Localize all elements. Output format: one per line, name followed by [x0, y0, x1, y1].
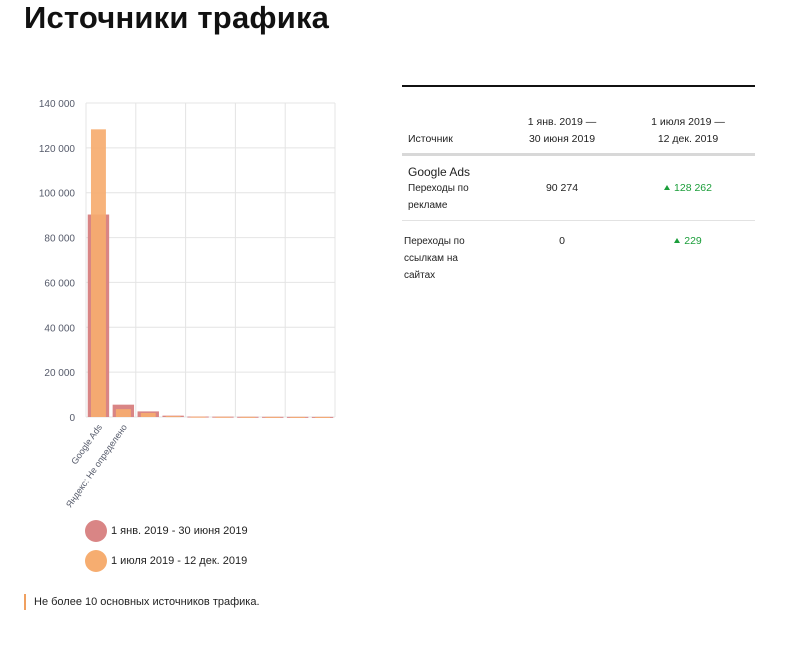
row-value-period-2-text: 229	[684, 235, 702, 247]
bar-series-2	[190, 416, 206, 418]
row-metric-label-line-1: Переходы по	[408, 183, 469, 194]
table-header: Источник 1 янв. 2019 — 30 июня 2019 1 ию…	[402, 87, 755, 156]
legend-swatch-period-1	[85, 520, 107, 542]
row-value-period-2: 229	[638, 235, 738, 247]
y-tick-label: 20 000	[44, 368, 75, 379]
table-row: Переходы по ссылкам на сайтах 0 229	[402, 221, 755, 281]
row-value-period-1: 0	[559, 235, 565, 247]
legend-label-period-2: 1 июля 2019 - 12 дек. 2019	[111, 555, 248, 567]
row-metric-label-line-1: Переходы по	[404, 236, 465, 247]
bar-series-2	[265, 416, 281, 418]
trend-up-icon	[674, 237, 681, 243]
traffic-table: Источник 1 янв. 2019 — 30 июня 2019 1 ию…	[402, 85, 755, 281]
bar-series-2	[165, 416, 181, 418]
y-tick-label: 80 000	[44, 234, 75, 245]
bar-series-2	[315, 416, 331, 418]
trend-up-icon	[664, 184, 671, 190]
header-period-1: 1 янв. 2019 — 30 июня 2019	[512, 114, 612, 148]
row-value-period-2-text: 128 262	[674, 182, 712, 194]
y-tick-label: 40 000	[44, 323, 75, 334]
y-tick-label: 120 000	[39, 144, 76, 155]
header-period-2: 1 июля 2019 — 12 дек. 2019	[638, 114, 738, 148]
bar-series-2	[215, 416, 231, 418]
header-source: Источник	[408, 133, 453, 145]
legend-item-period-2[interactable]: 1 июля 2019 - 12 дек. 2019	[85, 549, 248, 573]
header-period-2-line-1: 1 июля 2019 —	[651, 116, 725, 128]
y-tick-label: 0	[69, 413, 75, 424]
row-metric-label: Переходы по рекламе	[408, 180, 488, 214]
bar-series-2	[140, 412, 156, 417]
footnote: Не более 10 основных источников трафика.	[24, 594, 260, 610]
chart-legend: 1 янв. 2019 - 30 июня 2019 1 июля 2019 -…	[85, 519, 248, 579]
header-period-2-line-2: 12 дек. 2019	[657, 133, 719, 145]
row-value-period-2: 128 262	[638, 182, 738, 194]
row-group-label: Google Ads	[408, 165, 471, 179]
row-metric-label: Переходы по ссылкам на сайтах	[404, 233, 484, 284]
y-tick-label: 100 000	[39, 189, 76, 200]
bar-series-2	[90, 129, 106, 417]
table-row: Google Ads Переходы по рекламе 90 274 12…	[402, 156, 755, 221]
legend-item-period-1[interactable]: 1 янв. 2019 - 30 июня 2019	[85, 519, 248, 543]
bar-series-2	[240, 416, 256, 418]
legend-swatch-period-2	[85, 550, 107, 572]
y-tick-label: 140 000	[39, 99, 76, 110]
bar-series-2	[115, 409, 131, 417]
page-title: Источники трафика	[24, 0, 330, 35]
row-metric-label-line-2: ссылкам на сайтах	[404, 253, 458, 281]
bar-series-2	[290, 416, 306, 418]
y-tick-label: 60 000	[44, 278, 75, 289]
row-metric-label-line-2: рекламе	[408, 200, 448, 211]
row-value-period-1: 90 274	[545, 182, 579, 194]
traffic-sources-bar-chart: 140 000 120 000 100 000 80 000 60 000 40 000 2…	[39, 99, 336, 509]
legend-label-period-1: 1 янв. 2019 - 30 июня 2019	[111, 525, 248, 537]
header-period-1-line-2: 30 июня 2019	[528, 133, 596, 145]
header-period-1-line-1: 1 янв. 2019 —	[527, 116, 597, 128]
